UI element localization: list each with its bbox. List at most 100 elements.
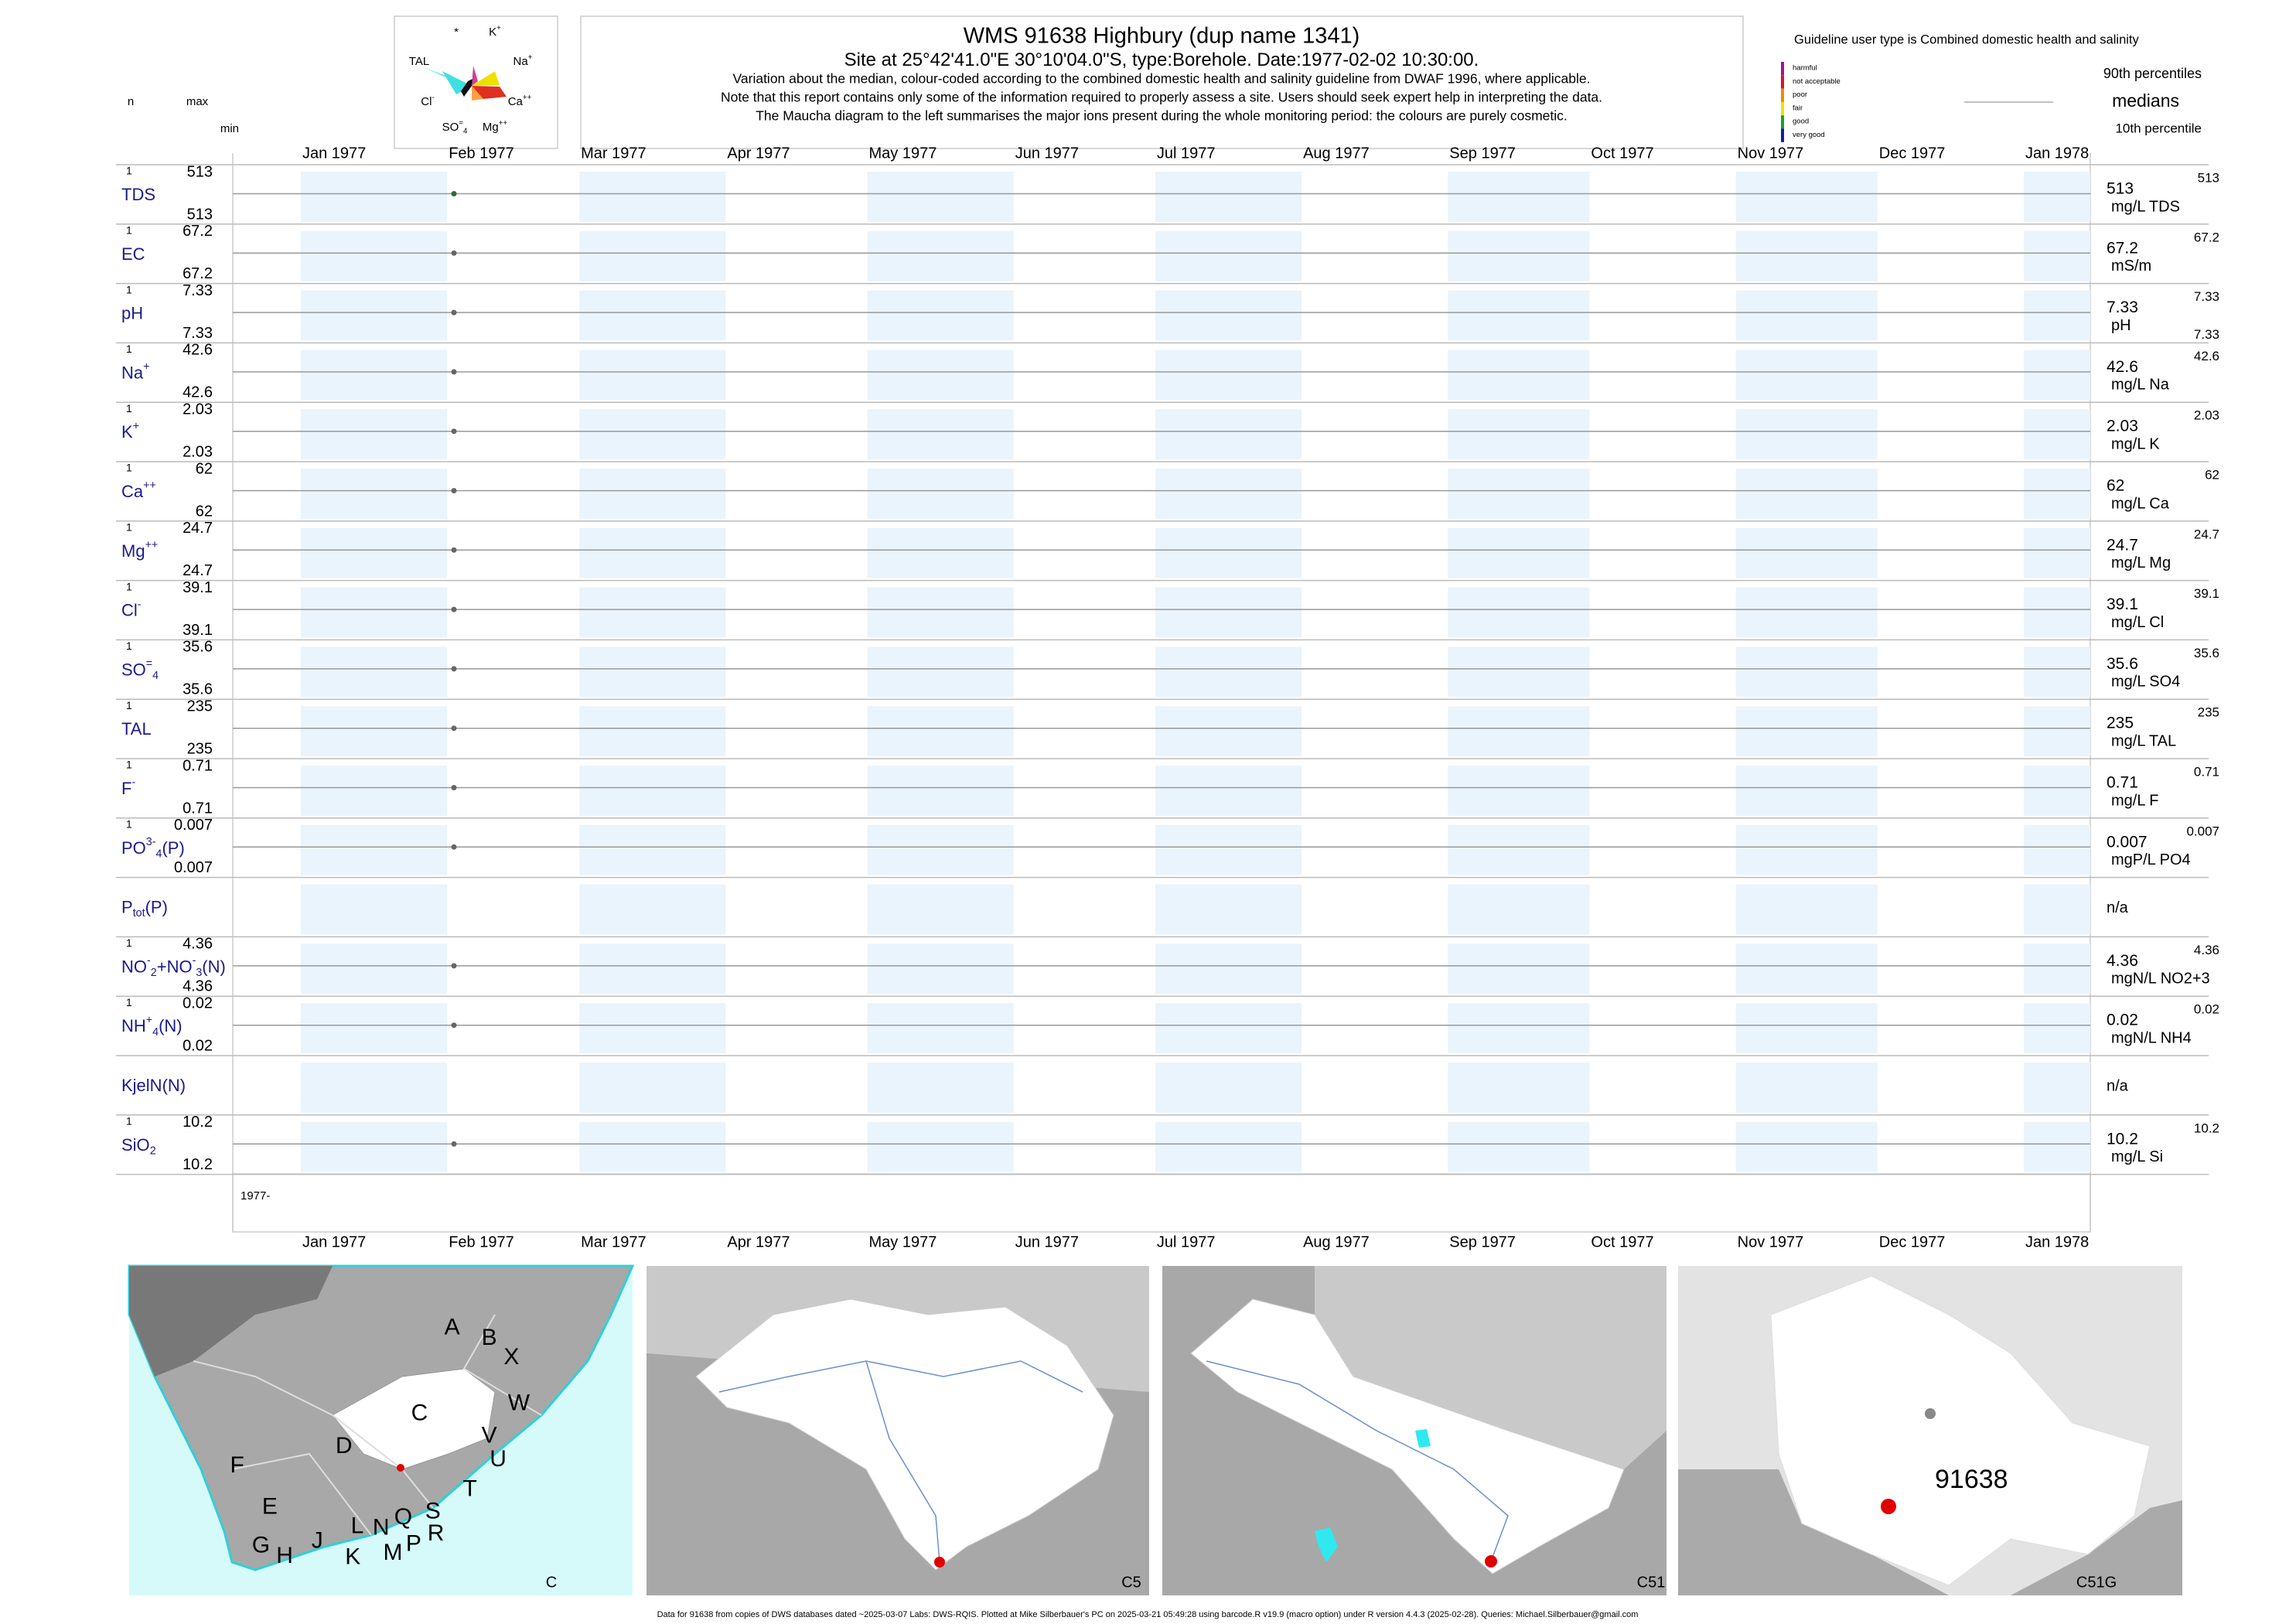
month-shade bbox=[2024, 1121, 2090, 1172]
label-part: (N) bbox=[159, 1016, 183, 1035]
class-label: fair bbox=[1793, 104, 1803, 112]
month-shade bbox=[2024, 766, 2090, 816]
label-part: Ca bbox=[508, 95, 524, 108]
label-part: 4 bbox=[152, 670, 159, 682]
region-letter: D bbox=[336, 1433, 353, 1459]
month-shade bbox=[867, 1121, 1014, 1172]
min-value: 2.03 bbox=[183, 443, 213, 460]
month-shade bbox=[301, 290, 448, 341]
month-shade bbox=[1155, 1003, 1302, 1053]
p90-value: 0.02 bbox=[2194, 1002, 2219, 1017]
catchment bbox=[1770, 1275, 2151, 1586]
month-shade bbox=[579, 1063, 726, 1113]
month-shade bbox=[301, 469, 448, 519]
sample-point bbox=[451, 666, 457, 672]
label-part: + bbox=[133, 420, 139, 432]
site-dot bbox=[397, 1464, 404, 1472]
month-shade bbox=[2024, 230, 2090, 281]
p90-value: 42.6 bbox=[2194, 349, 2219, 363]
label-part: SO bbox=[442, 121, 459, 134]
label-part: = bbox=[146, 657, 152, 670]
month-label-bottom: Jul 1977 bbox=[1157, 1233, 1216, 1250]
row-label: PO3-4(P) bbox=[121, 836, 185, 860]
sample-point bbox=[451, 606, 457, 612]
month-shade bbox=[867, 350, 1014, 401]
month-shade bbox=[2024, 587, 2090, 638]
region-letter: W bbox=[508, 1390, 531, 1415]
n-count: 1 bbox=[126, 580, 132, 592]
row-label: Cl- bbox=[121, 599, 142, 620]
label-part: + bbox=[496, 24, 501, 32]
label-part: K bbox=[121, 422, 133, 442]
unit: mg/L Cl bbox=[2111, 614, 2164, 631]
not-available: n/a bbox=[2107, 1077, 2129, 1094]
n-count: 1 bbox=[126, 343, 132, 355]
month-shade bbox=[301, 824, 448, 875]
month-shade bbox=[1448, 587, 1590, 638]
month-shade bbox=[301, 706, 448, 756]
month-shade bbox=[301, 884, 448, 935]
label-part: P bbox=[121, 897, 133, 916]
label-part: Na bbox=[121, 363, 144, 382]
label-part: TAL bbox=[121, 719, 152, 739]
row-label: Ptot(P) bbox=[121, 897, 168, 919]
max-value: 24.7 bbox=[183, 520, 213, 537]
label-part: 2 bbox=[150, 1145, 156, 1157]
class-label: not acceptable bbox=[1793, 77, 1841, 86]
month-shade bbox=[2024, 943, 2090, 995]
month-shade bbox=[1155, 290, 1302, 341]
sample-point bbox=[451, 191, 457, 196]
row-label: KjelN(N) bbox=[121, 1076, 186, 1095]
month-shade bbox=[2024, 1003, 2090, 1053]
month-shade bbox=[301, 766, 448, 816]
label-part: = bbox=[459, 119, 463, 128]
median-value: 7.33 bbox=[2107, 299, 2138, 316]
label-part: ++ bbox=[145, 539, 159, 551]
min-value: 0.007 bbox=[174, 859, 213, 876]
p90-value: 39.1 bbox=[2194, 586, 2219, 601]
panel-label: C51G bbox=[2076, 1574, 2117, 1591]
median-value: 35.6 bbox=[2107, 655, 2138, 673]
max-value: 39.1 bbox=[183, 579, 213, 596]
label-part: (P) bbox=[162, 838, 184, 858]
dam bbox=[1925, 1408, 1936, 1419]
month-shade bbox=[867, 884, 1014, 935]
sample-point bbox=[451, 309, 457, 316]
region-letter: F bbox=[230, 1452, 244, 1478]
boundary bbox=[231, 1452, 372, 1536]
sample-point bbox=[451, 250, 457, 256]
sample-point bbox=[451, 428, 457, 435]
month-shade bbox=[1735, 409, 1878, 459]
label-part: ++ bbox=[499, 119, 508, 128]
max-value: 513 bbox=[187, 163, 213, 180]
sample-point bbox=[451, 547, 457, 553]
unit: mg/L TAL bbox=[2111, 732, 2176, 749]
month-shade bbox=[1155, 587, 1302, 638]
min-value: 67.2 bbox=[183, 265, 213, 282]
month-shade bbox=[301, 1063, 448, 1113]
class-swatch bbox=[1781, 75, 1784, 89]
median-value: 67.2 bbox=[2107, 239, 2138, 257]
month-label-bottom: Sep 1977 bbox=[1449, 1233, 1516, 1250]
unit: mg/L SO4 bbox=[2111, 674, 2180, 691]
max-value: 42.6 bbox=[183, 342, 213, 359]
region-letter: C bbox=[411, 1401, 428, 1426]
label-part: Mg bbox=[121, 541, 145, 561]
p90-value: 0.007 bbox=[2186, 824, 2219, 838]
month-label-bottom: Dec 1977 bbox=[1879, 1233, 1946, 1250]
region-letter: X bbox=[503, 1344, 519, 1370]
subtitle-date: 1977-02-02 10:30:00 bbox=[1302, 49, 1474, 70]
month-label-top: Aug 1977 bbox=[1303, 145, 1370, 162]
n-count: 1 bbox=[126, 640, 132, 652]
p90-legend: 90th percentiles bbox=[2103, 66, 2202, 81]
class-swatch bbox=[1781, 62, 1784, 76]
label-part: 3 bbox=[196, 967, 202, 979]
maucha-box bbox=[394, 15, 558, 149]
month-shade bbox=[1735, 172, 1878, 222]
label-part: ++ bbox=[523, 94, 532, 102]
month-shade bbox=[1735, 1003, 1878, 1053]
region bbox=[1315, 1266, 1667, 1469]
unit: pH bbox=[2111, 317, 2131, 334]
month-shade bbox=[579, 587, 726, 638]
